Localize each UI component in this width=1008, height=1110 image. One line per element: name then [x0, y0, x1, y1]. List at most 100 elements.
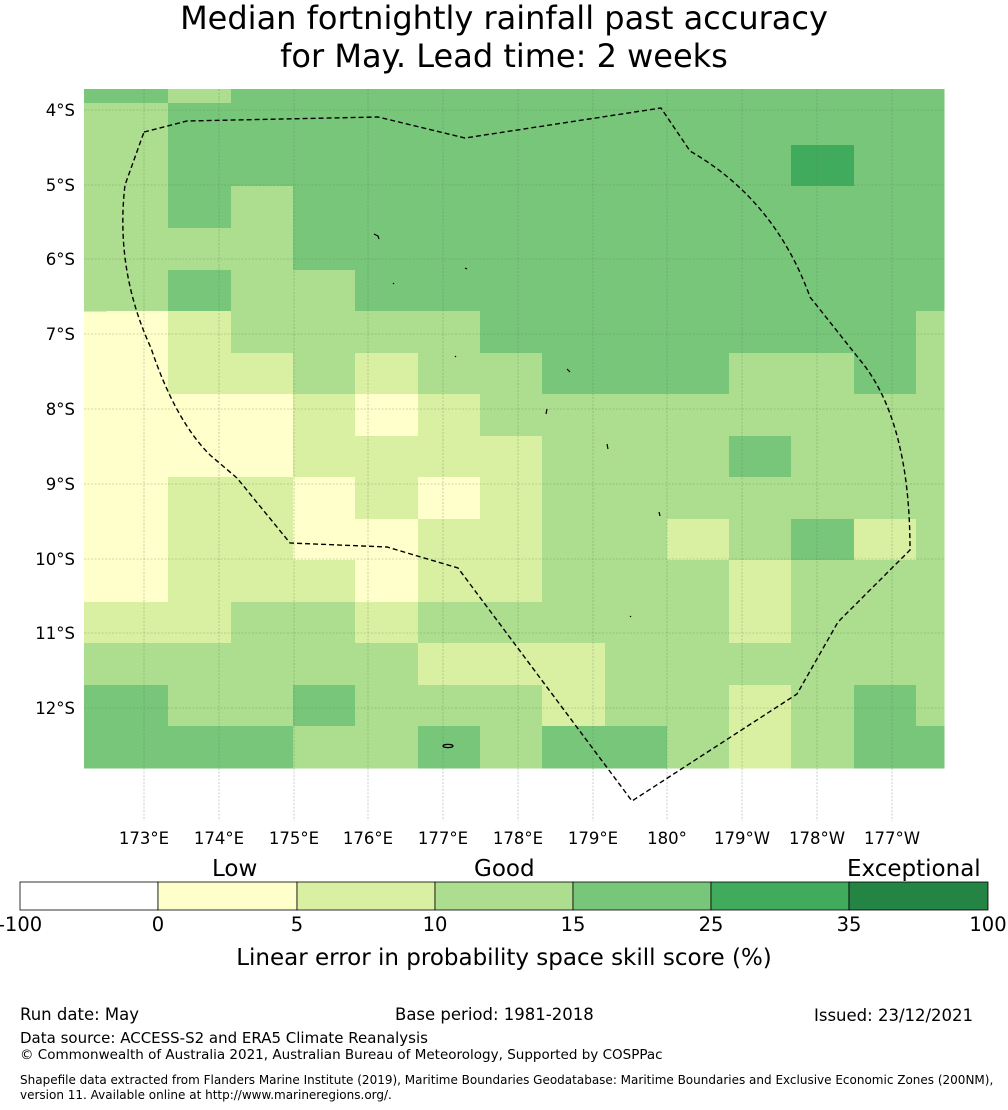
skill-grid-cell: [791, 685, 855, 727]
colorbar-segment: [296, 881, 436, 911]
skill-grid-cell: [667, 560, 730, 603]
skill-grid-cell: [84, 685, 169, 727]
skill-grid-cell: [542, 560, 606, 603]
skill-grid-cell: [84, 186, 107, 229]
skill-grid-cell: [84, 560, 169, 603]
skill-grid-cell: [418, 270, 481, 312]
skill-grid-cell: [480, 103, 543, 146]
skill-grid-cell: [916, 89, 945, 104]
latitude-label: 12°S: [35, 699, 75, 718]
skill-grid-cell: [480, 519, 543, 561]
skill-grid-cell: [729, 353, 792, 395]
skill-grid-cell: [418, 311, 481, 354]
skill-grid-cell: [729, 685, 792, 727]
skill-grid-cell: [729, 145, 792, 187]
skill-grid-cell: [355, 519, 419, 561]
skill-grid-cell: [168, 394, 232, 437]
skill-grid-cell: [480, 353, 543, 395]
skill-grid-cell: [231, 145, 294, 187]
skill-grid-cell: [355, 186, 419, 229]
skill-grid-cell: [480, 145, 543, 187]
skill-grid-cell: [231, 394, 294, 437]
skill-grid-cell: [418, 103, 481, 146]
skill-grid-cell: [542, 726, 606, 769]
skill-grid-cell: [84, 228, 107, 271]
skill-grid-cell: [418, 186, 481, 229]
base-period: Base period: 1981-2018: [395, 1005, 594, 1024]
longitude-label: 176°E: [343, 829, 393, 848]
skill-grid-cell: [542, 353, 606, 395]
island-mark: [566, 368, 571, 373]
latitude-labels: 4°S 5°S 6°S 7°S 8°S 9°S 10°S 11°S 12°S: [35, 101, 75, 718]
skill-grid-cell: [231, 228, 294, 271]
skill-grid-cell: [854, 685, 917, 727]
skill-grid-cell: [916, 436, 945, 478]
skill-grid-cell: [84, 477, 169, 520]
skill-grid-cell: [854, 353, 917, 395]
latitude-label: 8°S: [46, 400, 75, 419]
skill-grid-cell: [667, 186, 730, 229]
skill-grid-cell: [667, 103, 730, 146]
skill-grid-cell: [355, 685, 419, 727]
skill-grid-cell: [355, 436, 419, 478]
skill-grid-cell: [916, 228, 945, 271]
skill-grid-cell: [791, 186, 855, 229]
skill-grid-cell: [605, 477, 668, 520]
skill-grid-cell: [542, 103, 606, 146]
skill-grid-cell: [854, 519, 917, 561]
island-mark: [658, 511, 661, 517]
skill-grid-cell: [667, 436, 730, 478]
skill-grid-cell: [355, 477, 419, 520]
colorbar-segment: [710, 881, 850, 911]
skill-grid-cell: [791, 602, 855, 644]
longitude-label: 175°E: [269, 829, 319, 848]
skill-grid-cell: [542, 89, 606, 104]
skill-grid-cell: [293, 685, 356, 727]
skill-grid-cell: [854, 103, 917, 146]
skill-grid-cell: [854, 186, 917, 229]
skill-grid-cell: [667, 519, 730, 561]
skill-grid-cell: [791, 560, 855, 603]
colorbar-category-good: Good: [474, 856, 535, 882]
skill-grid-cell: [231, 436, 294, 478]
colorbar-tick-label: 100: [969, 913, 1007, 936]
skill-grid-cell: [84, 311, 169, 354]
skill-grid-cell: [791, 519, 855, 561]
skill-grid-cell: [605, 685, 668, 727]
skill-grid-cell: [84, 519, 169, 561]
latitude-label: 5°S: [46, 176, 75, 195]
skill-grid-cell: [667, 311, 730, 354]
colorbar-segment: [572, 881, 712, 911]
skill-grid-cell: [791, 643, 855, 686]
skill-grid-cell: [729, 270, 792, 312]
skill-grid-cell: [542, 311, 606, 354]
skill-grid-cell: [916, 394, 945, 437]
map-title-line-2: for May. Lead time: 2 weeks: [280, 37, 728, 75]
skill-grid-cell: [293, 394, 356, 437]
skill-grid-cell: [916, 477, 945, 520]
skill-grid-cell: [355, 311, 419, 354]
skill-grid-cell: [480, 311, 543, 354]
skill-grid-cell: [542, 436, 606, 478]
skill-grid-cell: [418, 685, 481, 727]
skill-grid-cell: [916, 311, 945, 354]
skill-grid-cell: [791, 436, 855, 478]
colorbar-segment: [157, 881, 298, 911]
graticule-lines: [84, 89, 944, 821]
skill-grid-cell: [729, 228, 792, 271]
skill-grid-cell: [480, 602, 543, 644]
skill-grid-cell: [231, 103, 294, 146]
latitude-label: 6°S: [46, 250, 75, 269]
skill-grid-cell: [355, 145, 419, 187]
longitude-labels: 173°E 174°E 175°E 176°E 177°E 178°E 179°E 180° 1…: [119, 829, 920, 848]
copyright-notice: © Commonwealth of Australia 2021, Austra…: [20, 1047, 663, 1063]
skill-grid-cell: [231, 643, 294, 686]
colorbar-tick-label: 5: [290, 913, 304, 936]
rainfall-skill-map: 4°S 5°S 6°S 7°S 8°S 9°S 10°S 11°S 12°S 173°E 174°…: [35, 89, 945, 848]
skill-grid-cell: [729, 477, 792, 520]
skill-grid-cell: [355, 270, 419, 312]
skill-grid-cell: [605, 89, 668, 104]
skill-grid-cell: [355, 394, 419, 437]
longitude-label: 178°E: [493, 829, 543, 848]
skill-grid-cell: [231, 726, 294, 769]
